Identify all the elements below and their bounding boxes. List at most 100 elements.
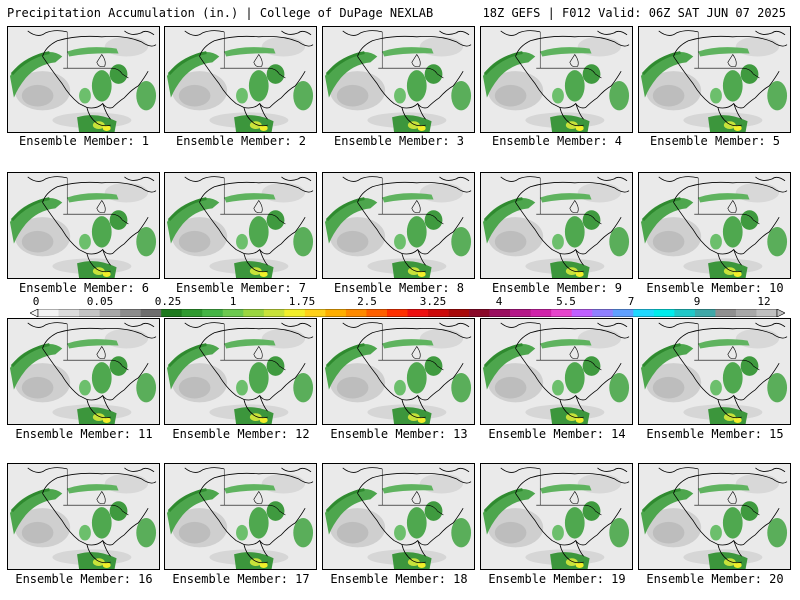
ensemble-member-map xyxy=(322,172,475,279)
colorbar-segment xyxy=(756,309,778,317)
colorbar-segment xyxy=(694,309,716,317)
ensemble-member-map xyxy=(7,318,160,425)
colorbar-segment xyxy=(715,309,737,317)
ensemble-member-map xyxy=(322,318,475,425)
ensemble-member-label: Ensemble Member: 4 xyxy=(491,134,623,148)
ensemble-member-label: Ensemble Member: 9 xyxy=(491,281,623,295)
colorbar-segment xyxy=(735,309,757,317)
colorbar-segment xyxy=(181,309,203,317)
colorbar-segment xyxy=(161,309,182,317)
ensemble-member-label: Ensemble Member: 18 xyxy=(330,572,468,586)
ensemble-member-map xyxy=(480,26,633,133)
colorbar-segment xyxy=(38,309,59,317)
precipitation-map-image xyxy=(481,173,632,278)
ensemble-member-map xyxy=(480,172,633,279)
colorbar-segment xyxy=(510,309,531,317)
precipitation-map-image xyxy=(165,173,316,278)
precipitation-map-image xyxy=(481,27,632,132)
colorbar-max-arrow xyxy=(776,309,785,317)
ensemble-member-label: Ensemble Member: 19 xyxy=(488,572,626,586)
ensemble-member-label: Ensemble Member: 3 xyxy=(333,134,465,148)
model-run-info: 18Z GEFS | F012 Valid: 06Z SAT JUN 07 20… xyxy=(482,6,786,20)
ensemble-member-map xyxy=(7,172,160,279)
colorbar-segment xyxy=(592,309,614,317)
colorbar-tick-label: 7 xyxy=(627,295,635,308)
colorbar-segment xyxy=(58,309,80,317)
colorbar-segment xyxy=(469,309,490,317)
ensemble-member-label: Ensemble Member: 5 xyxy=(649,134,781,148)
precipitation-map-image xyxy=(8,173,159,278)
ensemble-member-map xyxy=(638,463,791,570)
ensemble-member-map xyxy=(164,26,317,133)
precipitation-map-image xyxy=(323,27,474,132)
ensemble-member-label: Ensemble Member: 15 xyxy=(646,427,784,441)
colorbar-tick-label: 3.25 xyxy=(419,295,447,308)
colorbar-tick-label: 0 xyxy=(32,295,40,308)
ensemble-member-map xyxy=(638,172,791,279)
ensemble-member-map xyxy=(480,318,633,425)
ensemble-member-label: Ensemble Member: 8 xyxy=(333,281,465,295)
colorbar-tick-label: 1.75 xyxy=(288,295,316,308)
precipitation-map-image xyxy=(639,173,790,278)
colorbar-segment xyxy=(530,309,552,317)
colorbar-tick-label: 4 xyxy=(495,295,503,308)
ensemble-member-map xyxy=(638,318,791,425)
ensemble-member-map xyxy=(322,463,475,570)
ensemble-member-map xyxy=(638,26,791,133)
colorbar-segment xyxy=(243,309,265,317)
colorbar-segment xyxy=(489,309,511,317)
colorbar-segment xyxy=(633,309,655,317)
ensemble-member-map xyxy=(322,26,475,133)
ensemble-member-map xyxy=(480,463,633,570)
ensemble-member-label: Ensemble Member: 12 xyxy=(172,427,310,441)
precipitation-map-image xyxy=(165,319,316,424)
precipitation-map-image xyxy=(165,27,316,132)
colorbar-tick-label: 12 xyxy=(757,295,771,308)
ensemble-member-label: Ensemble Member: 1 xyxy=(18,134,150,148)
precipitation-map-image xyxy=(639,27,790,132)
precipitation-map-image xyxy=(8,27,159,132)
ensemble-member-map xyxy=(164,318,317,425)
colorbar-segment xyxy=(202,309,224,317)
colorbar-min-arrow xyxy=(30,309,39,317)
ensemble-member-label: Ensemble Member: 20 xyxy=(646,572,784,586)
precipitation-map-image xyxy=(481,319,632,424)
colorbar-segment xyxy=(386,309,408,317)
precipitation-map-image xyxy=(639,319,790,424)
ensemble-member-label: Ensemble Member: 7 xyxy=(175,281,307,295)
colorbar-tick-label: 9 xyxy=(693,295,701,308)
colorbar-segment xyxy=(653,309,675,317)
colorbar-segment xyxy=(448,309,470,317)
ensemble-member-label: Ensemble Member: 10 xyxy=(646,281,784,295)
colorbar-segment xyxy=(551,309,573,317)
colorbar-tick-label: 0.05 xyxy=(86,295,114,308)
colorbar-segment xyxy=(304,309,326,317)
colorbar-segment xyxy=(571,309,593,317)
precipitation-map-image xyxy=(481,464,632,569)
colorbar-segment xyxy=(366,309,388,317)
ensemble-member-label: Ensemble Member: 14 xyxy=(488,427,626,441)
colorbar-tick-label: 5.5 xyxy=(556,295,576,308)
colorbar-segment xyxy=(79,309,100,317)
colorbar-segment xyxy=(674,309,696,317)
colorbar-segment xyxy=(407,309,429,317)
ensemble-member-label: Ensemble Member: 11 xyxy=(15,427,153,441)
colorbar-tick-label: 1 xyxy=(229,295,237,308)
colorbar-segment xyxy=(263,309,285,317)
colorbar-segment xyxy=(222,309,244,317)
colorbar-segment xyxy=(325,309,347,317)
ensemble-member-label: Ensemble Member: 16 xyxy=(15,572,153,586)
precipitation-map-image xyxy=(639,464,790,569)
ensemble-member-map xyxy=(164,463,317,570)
precipitation-map-image xyxy=(323,319,474,424)
ensemble-member-map xyxy=(164,172,317,279)
chart-title: Precipitation Accumulation (in.) | Colle… xyxy=(7,6,434,20)
colorbar-tick-label: 0.25 xyxy=(154,295,182,308)
colorbar-segment xyxy=(345,309,367,317)
precipitation-colorbar xyxy=(30,309,785,317)
ensemble-member-label: Ensemble Member: 13 xyxy=(330,427,468,441)
ensemble-member-label: Ensemble Member: 2 xyxy=(175,134,307,148)
colorbar-segment xyxy=(140,309,162,317)
colorbar-segment xyxy=(612,309,634,317)
ensemble-member-map xyxy=(7,26,160,133)
